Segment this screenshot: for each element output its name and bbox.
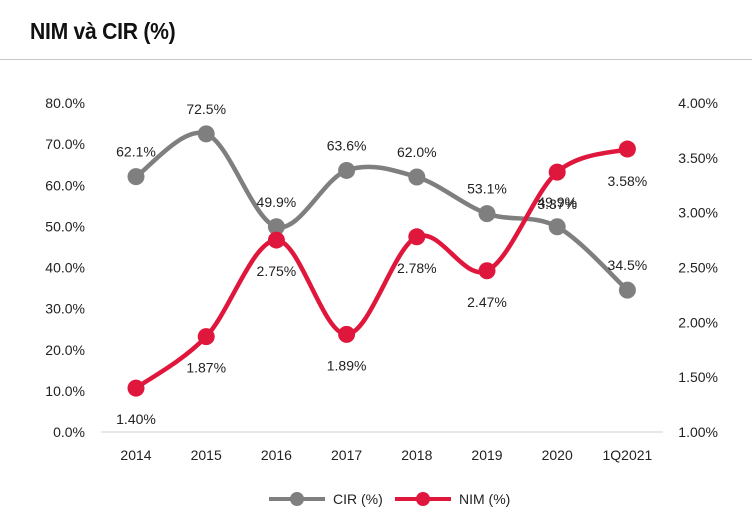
cir-data-label: 72.5% xyxy=(186,101,226,117)
y-left-tick-label: 10.0% xyxy=(45,383,85,399)
y-left-tick-label: 40.0% xyxy=(45,260,85,276)
y-right-tick-label: 3.00% xyxy=(678,205,718,221)
nim-point xyxy=(127,379,145,397)
y-right-tick-label: 3.50% xyxy=(678,150,718,166)
cir-point xyxy=(127,168,145,186)
y-left-tick-label: 70.0% xyxy=(45,136,85,152)
y-left-tick-label: 60.0% xyxy=(45,177,85,193)
x-tick-label: 2014 xyxy=(120,447,151,463)
y-left-tick-label: 0.0% xyxy=(53,424,85,440)
nim-data-label: 1.87% xyxy=(186,360,226,376)
cir-data-label: 53.1% xyxy=(467,181,507,197)
cir-point xyxy=(408,168,426,186)
x-tick-label: 2017 xyxy=(331,447,362,463)
nim-point xyxy=(548,163,566,181)
cir-legend-marker xyxy=(290,492,304,506)
nim-point xyxy=(618,140,636,158)
cir-point xyxy=(618,281,636,299)
y-right-tick-label: 2.50% xyxy=(678,260,718,276)
y-right-tick-label: 1.00% xyxy=(678,424,718,440)
x-tick-label: 2018 xyxy=(401,447,432,463)
x-tick-label: 1Q2021 xyxy=(602,447,652,463)
nim-legend-label: NIM (%) xyxy=(459,491,510,507)
nim-point xyxy=(197,328,215,346)
nim-legend-marker xyxy=(416,492,430,506)
y-right-tick-label: 4.00% xyxy=(678,95,718,111)
cir-data-label: 34.5% xyxy=(608,257,648,273)
cir-point xyxy=(338,161,356,179)
cir-legend-label: CIR (%) xyxy=(333,491,383,507)
nim-data-label: 3.58% xyxy=(608,173,648,189)
y-right-tick-label: 1.50% xyxy=(678,369,718,385)
nim-point xyxy=(267,231,285,249)
y-left-tick-label: 50.0% xyxy=(45,218,85,234)
nim-data-label: 2.78% xyxy=(397,260,437,276)
nim-data-label: 2.47% xyxy=(467,294,507,310)
nim-data-label: 1.89% xyxy=(327,357,367,373)
cir-data-label: 63.6% xyxy=(327,137,367,153)
title-divider xyxy=(0,59,752,60)
page-title: NIM và CIR (%) xyxy=(30,18,176,44)
nim-data-label: 2.75% xyxy=(257,263,297,279)
cir-point xyxy=(478,205,496,223)
nim-data-label: 3.37% xyxy=(537,196,577,212)
cir-data-label: 49.9% xyxy=(537,194,577,210)
cir-point xyxy=(267,218,285,236)
x-tick-label: 2020 xyxy=(542,447,573,463)
x-tick-label: 2019 xyxy=(471,447,502,463)
y-right-tick-label: 2.00% xyxy=(678,314,718,330)
nim-point xyxy=(408,228,426,246)
cir-data-label: 49.9% xyxy=(257,194,297,210)
x-tick-label: 2016 xyxy=(261,447,292,463)
cir-point xyxy=(548,218,566,236)
cir-data-label: 62.0% xyxy=(397,144,437,160)
y-left-tick-label: 20.0% xyxy=(45,342,85,358)
cir-point xyxy=(197,125,215,143)
nim-point xyxy=(478,262,496,280)
x-tick-label: 2015 xyxy=(191,447,222,463)
y-left-tick-label: 30.0% xyxy=(45,301,85,317)
nim-series-line xyxy=(134,146,629,390)
cir-data-label: 62.1% xyxy=(116,144,156,160)
nim-data-label: 1.40% xyxy=(116,411,156,427)
nim-point xyxy=(338,325,356,343)
y-left-tick-label: 80.0% xyxy=(45,95,85,111)
